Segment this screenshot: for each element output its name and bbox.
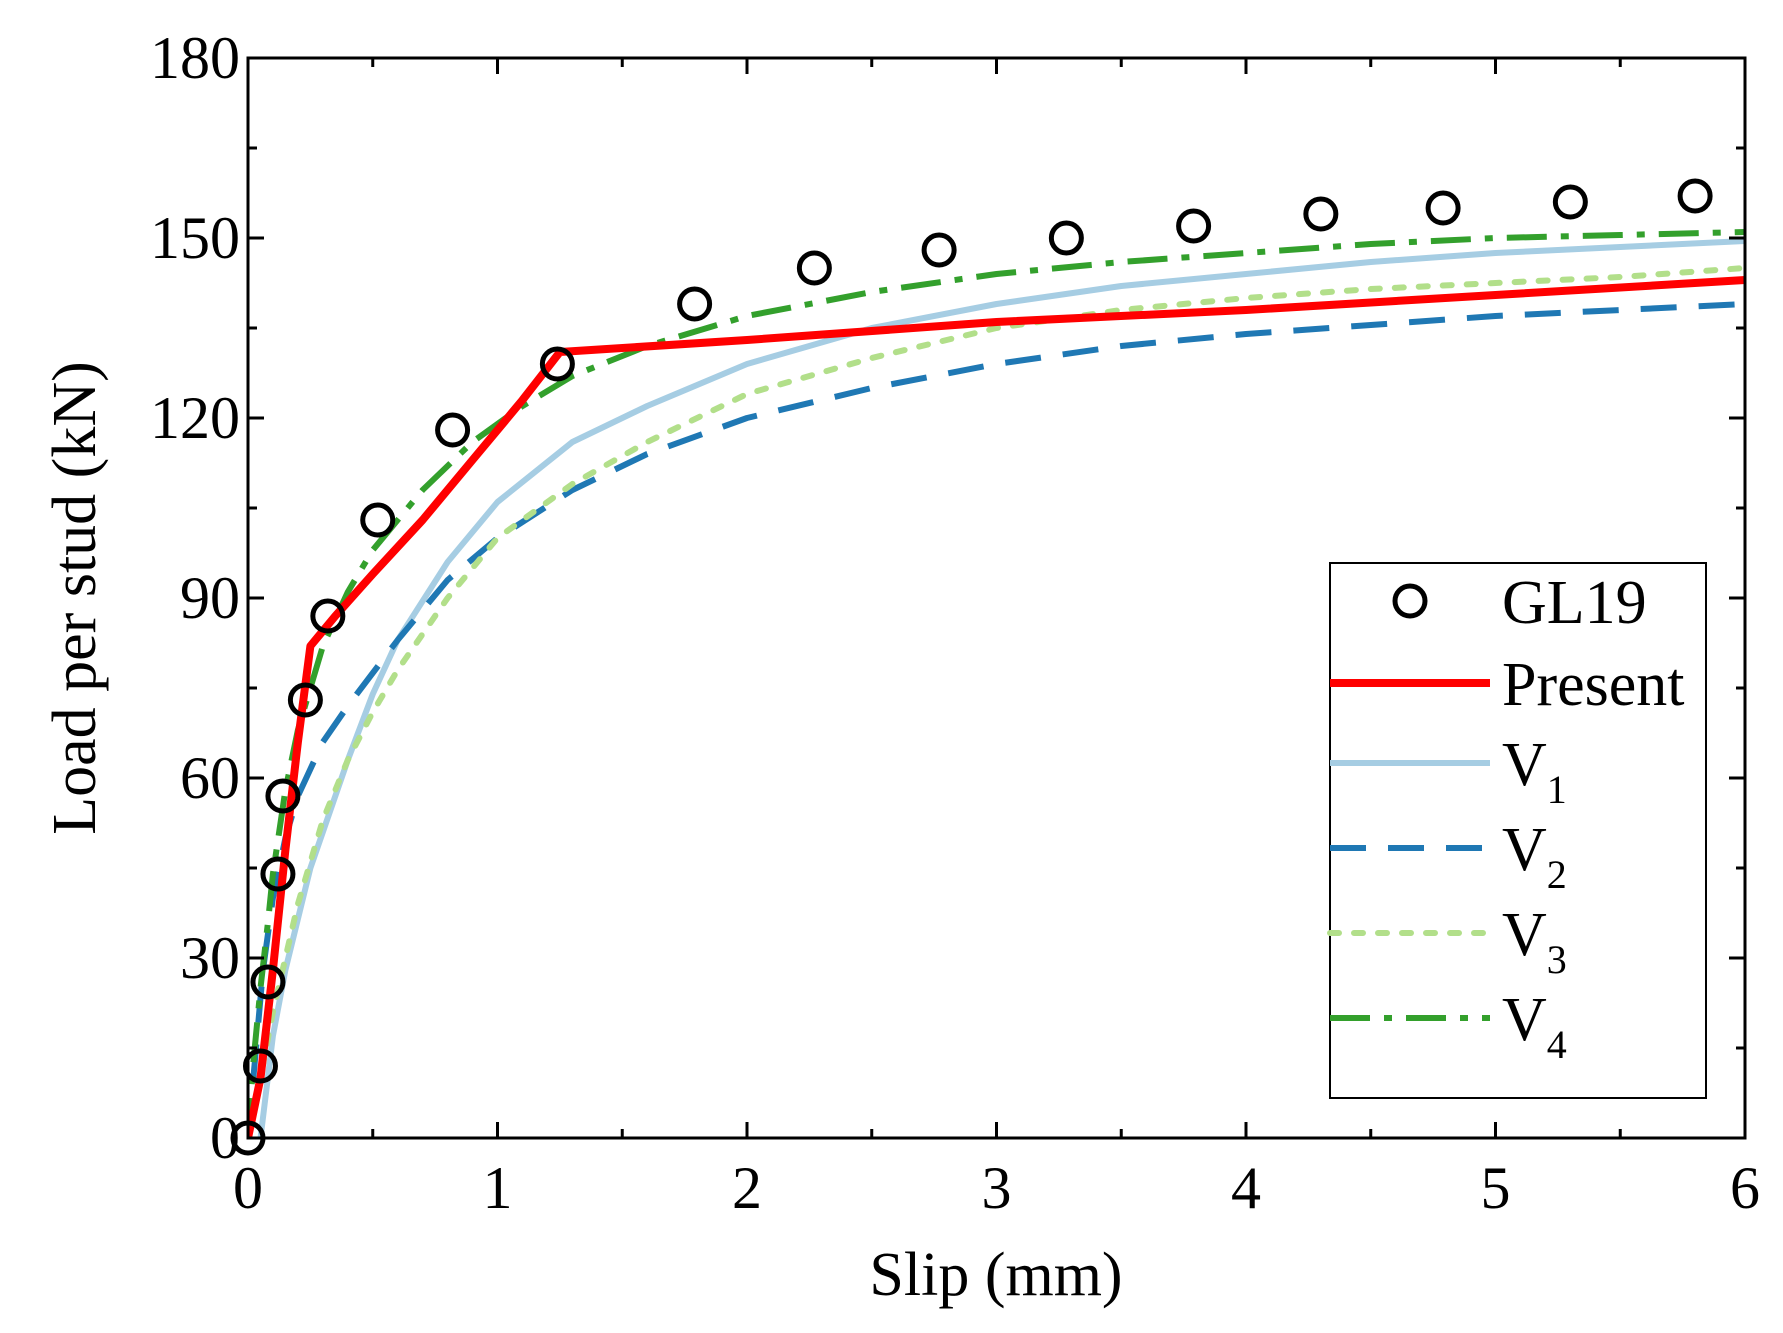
- y-tick-label: 150: [150, 205, 240, 271]
- data-point-gl19: [265, 778, 301, 814]
- y-tick-label: 90: [180, 565, 240, 631]
- y-tick-label: 180: [150, 25, 240, 91]
- y-tick-label: 30: [180, 925, 240, 991]
- x-tick-label: 1: [483, 1155, 513, 1221]
- y-tick-label: 0: [210, 1105, 240, 1171]
- data-point-gl19: [921, 232, 957, 268]
- data-point-gl19: [1303, 196, 1339, 232]
- data-point-gl19: [1048, 220, 1084, 256]
- legend-marker-gl19: [1392, 583, 1428, 619]
- x-tick-label: 5: [1481, 1155, 1511, 1221]
- legend-label-v2: V2: [1502, 816, 1567, 897]
- x-tick-label: 6: [1730, 1155, 1760, 1221]
- legend-box: [1329, 562, 1707, 1099]
- data-point-gl19: [677, 286, 713, 322]
- data-point-gl19: [1176, 208, 1212, 244]
- series-line-v3: [248, 265, 1745, 1138]
- y-tick-label: 120: [150, 385, 240, 451]
- legend-label-gl19: GL19: [1502, 569, 1647, 637]
- data-point-gl19: [310, 598, 346, 634]
- x-tick-label: 3: [982, 1155, 1012, 1221]
- data-point-gl19: [360, 502, 396, 538]
- data-point-gl19: [1677, 178, 1713, 214]
- data-point-gl19: [539, 346, 575, 382]
- data-point-gl19: [242, 1048, 278, 1084]
- data-point-gl19: [1425, 190, 1461, 226]
- y-axis-title: Load per stud (kN): [41, 361, 109, 834]
- x-axis-title: Slip (mm): [869, 1241, 1122, 1309]
- data-point-gl19: [1552, 184, 1588, 220]
- x-tick-label: 0: [233, 1155, 263, 1221]
- y-tick-label: 60: [180, 745, 240, 811]
- tick-layer: [246, 56, 1747, 1140]
- legend-label-v3: V3: [1502, 901, 1567, 982]
- data-point-gl19: [287, 682, 323, 718]
- legend-label-present: Present: [1502, 651, 1685, 719]
- data-point-gl19: [260, 856, 296, 892]
- x-tick-label: 4: [1231, 1155, 1261, 1221]
- legend-label-v4: V4: [1502, 986, 1567, 1067]
- x-tick-label: 2: [732, 1155, 762, 1221]
- series-line-v1: [257, 238, 1745, 1138]
- data-point-gl19: [796, 250, 832, 286]
- legend-label-v1: V1: [1502, 731, 1567, 812]
- marker-layer: [230, 178, 1713, 1156]
- data-point-gl19: [435, 412, 471, 448]
- data-point-gl19: [250, 964, 286, 1000]
